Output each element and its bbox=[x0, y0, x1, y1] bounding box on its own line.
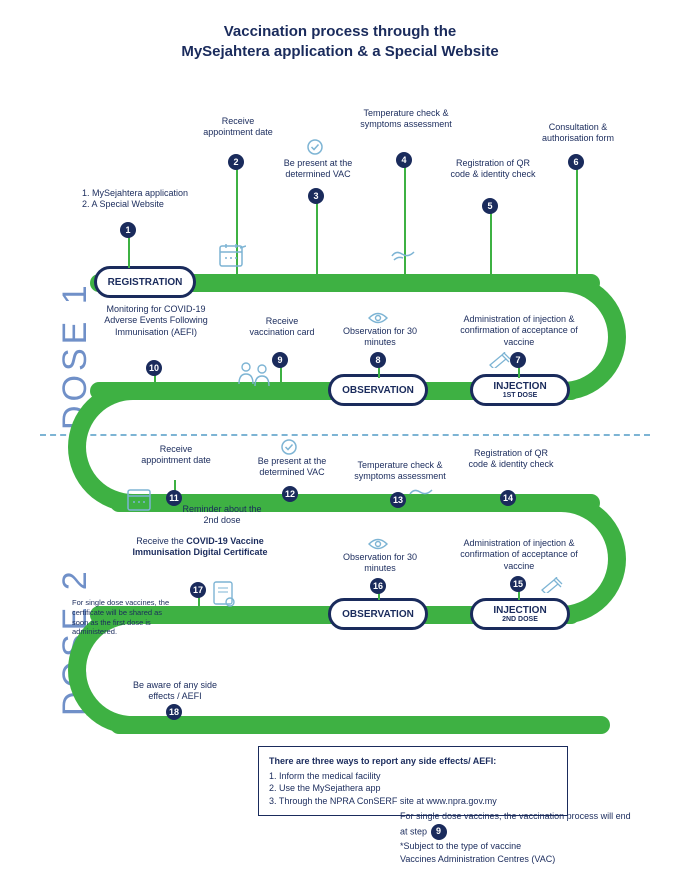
step-num-9: 9 bbox=[272, 352, 288, 368]
step-num-11: 11 bbox=[166, 490, 182, 506]
footnote-1: For single dose vaccines, the vaccinatio… bbox=[400, 810, 640, 840]
step-1-line-b: 2. A Special Website bbox=[82, 199, 222, 210]
connector-6 bbox=[576, 160, 578, 274]
pill-injection-1: INJECTION 1ST DOSE bbox=[470, 374, 570, 406]
pill-registration: REGISTRATION bbox=[94, 266, 196, 298]
footnote-3: Vaccines Administration Centres (VAC) bbox=[400, 853, 640, 867]
step-num-4: 4 bbox=[396, 152, 412, 168]
step-num-18: 18 bbox=[166, 704, 182, 720]
eye-icon-2 bbox=[368, 534, 388, 557]
step-1-text: 1. MySejahtera application 2. A Special … bbox=[82, 188, 222, 211]
certificate-icon bbox=[212, 580, 236, 614]
pill-injection-1-sub: 1ST DOSE bbox=[503, 392, 538, 400]
page-title: Vaccination process through the MySejaht… bbox=[0, 0, 680, 61]
step-11-text-bot: Reminder about the 2nd dose bbox=[182, 504, 262, 527]
step-7-text: Administration of injection & confirmati… bbox=[454, 314, 584, 348]
people-icon bbox=[236, 358, 272, 394]
hands-icon-2 bbox=[406, 480, 436, 510]
pill-observation-1: OBSERVATION bbox=[328, 374, 428, 406]
pill-injection-1-top: INJECTION bbox=[493, 381, 546, 392]
step-num-10: 10 bbox=[146, 360, 162, 376]
info-box-header: There are three ways to report any side … bbox=[269, 755, 557, 768]
path-row-5 bbox=[110, 716, 610, 734]
step-11-text-top: Receive appointment date bbox=[136, 444, 216, 467]
hands-icon bbox=[388, 242, 418, 272]
connector-3 bbox=[316, 194, 318, 274]
check-circle-icon bbox=[306, 138, 324, 162]
step-15-text: Administration of injection & confirmati… bbox=[454, 538, 584, 572]
info-box-line-3: 3. Through the NPRA ConSERF site at www.… bbox=[269, 795, 557, 808]
pill-observation-2-label: OBSERVATION bbox=[342, 609, 414, 620]
connector-5 bbox=[490, 204, 492, 274]
step-17-text: Receive the COVID-19 Vaccine Immunisatio… bbox=[130, 536, 270, 559]
step-14-text: Registration of QR code & identity check bbox=[466, 448, 556, 471]
syringe-icon bbox=[488, 352, 512, 373]
step-num-5: 5 bbox=[482, 198, 498, 214]
step-num-16: 16 bbox=[370, 578, 386, 594]
step-2-text: Receive appointment date bbox=[198, 116, 278, 139]
step-num-17: 17 bbox=[190, 582, 206, 598]
step-5-text: Registration of QR code & identity check bbox=[448, 158, 538, 181]
title-line-2: MySejahtera application & a Special Webs… bbox=[0, 42, 680, 62]
step-num-15: 15 bbox=[510, 576, 526, 592]
step-6-text: Consultation & authorisation form bbox=[528, 122, 628, 145]
step-10-text: Monitoring for COVID-19 Adverse Events F… bbox=[96, 304, 216, 338]
title-line-1: Vaccination process through the bbox=[0, 22, 680, 42]
step-9-text: Receive vaccination card bbox=[242, 316, 322, 339]
footnote-1-num: 9 bbox=[431, 824, 447, 840]
step-17-pre: Receive the bbox=[136, 536, 186, 546]
step-num-8: 8 bbox=[370, 352, 386, 368]
step-num-2: 2 bbox=[228, 154, 244, 170]
footnotes: For single dose vaccines, the vaccinatio… bbox=[400, 810, 640, 867]
step-1-line-a: 1. MySejahtera application bbox=[82, 188, 222, 199]
pill-observation-2: OBSERVATION bbox=[328, 598, 428, 630]
pill-registration-label: REGISTRATION bbox=[108, 277, 183, 288]
step-num-3: 3 bbox=[308, 188, 324, 204]
pill-injection-2: INJECTION 2ND DOSE bbox=[470, 598, 570, 630]
calendar-icon-2 bbox=[126, 486, 154, 518]
step-17-note: For single dose vaccines, the certificat… bbox=[72, 598, 180, 637]
footnote-2: *Subject to the type of vaccine bbox=[400, 840, 640, 854]
pill-injection-2-top: INJECTION bbox=[493, 605, 546, 616]
step-num-1: 1 bbox=[120, 222, 136, 238]
aefi-info-box: There are three ways to report any side … bbox=[258, 746, 568, 816]
info-box-line-1: 1. Inform the medical facility bbox=[269, 770, 557, 783]
step-18-text: Be aware of any side effects / AEFI bbox=[120, 680, 230, 703]
info-box-line-2: 2. Use the MySejathera app bbox=[269, 782, 557, 795]
step-num-14: 14 bbox=[500, 490, 516, 506]
pill-injection-2-sub: 2ND DOSE bbox=[502, 616, 538, 624]
calendar-icon bbox=[218, 242, 246, 274]
step-num-7: 7 bbox=[510, 352, 526, 368]
step-num-12: 12 bbox=[282, 486, 298, 502]
pill-observation-1-label: OBSERVATION bbox=[342, 385, 414, 396]
syringe-icon-2 bbox=[540, 576, 564, 599]
check-circle-icon-2 bbox=[280, 438, 298, 462]
step-num-13: 13 bbox=[390, 492, 406, 508]
step-4-text: Temperature check & symptoms assessment bbox=[356, 108, 456, 131]
step-num-6: 6 bbox=[568, 154, 584, 170]
eye-icon bbox=[368, 308, 388, 331]
